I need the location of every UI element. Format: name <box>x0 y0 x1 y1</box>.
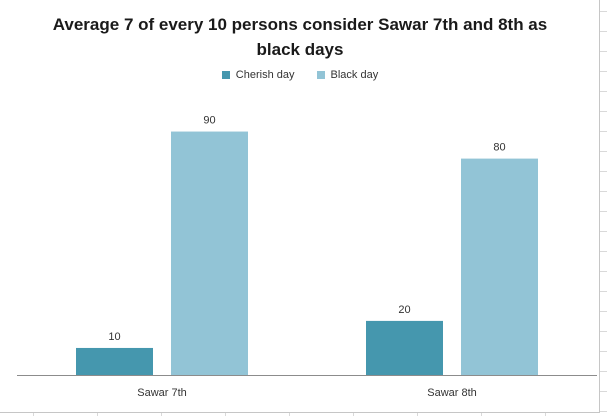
bar-black-day-sawar-8th <box>461 158 538 375</box>
bar-black-day-sawar-7th <box>171 131 248 375</box>
x-tick-label-sawar-7th: Sawar 7th <box>137 387 187 399</box>
chart-title: Average 7 of every 10 persons consider S… <box>52 15 548 59</box>
data-label-black-day-sawar-7th: 90 <box>203 115 215 127</box>
legend-label-cherish-day: Cherish day <box>235 69 295 81</box>
bar-cherish-day-sawar-8th <box>366 320 443 375</box>
legend-label-black-day: Black day <box>330 69 379 81</box>
legend-item-cherish-day: Cherish day <box>221 69 295 81</box>
data-label-black-day-sawar-8th: 80 <box>493 142 505 154</box>
data-label-cherish-day-sawar-7th: 10 <box>108 331 120 343</box>
x-tick-label-sawar-8th: Sawar 8th <box>427 387 477 399</box>
legend: Cherish day Black day <box>0 69 600 81</box>
legend-swatch-black-day <box>316 71 325 79</box>
legend-item-black-day: Black day <box>316 69 379 81</box>
legend-swatch-cherish-day <box>221 71 230 79</box>
bar-cherish-day-sawar-7th <box>76 347 153 375</box>
data-label-cherish-day-sawar-8th: 20 <box>398 304 410 316</box>
